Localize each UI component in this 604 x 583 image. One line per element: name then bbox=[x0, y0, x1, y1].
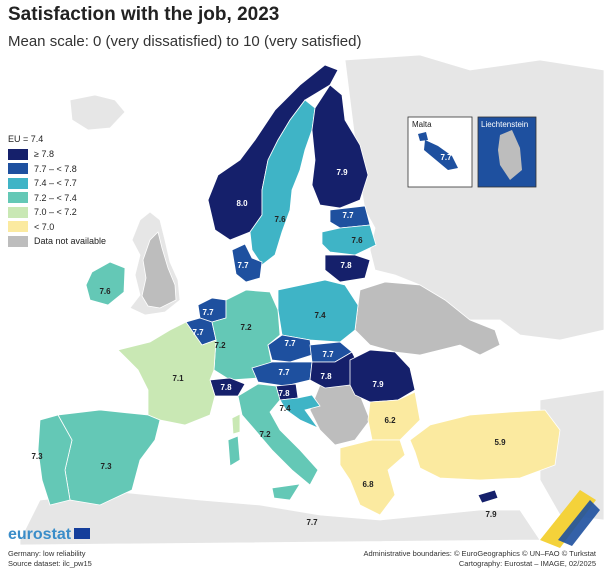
label-croatia: 7.4 bbox=[279, 404, 291, 413]
label-estonia: 7.7 bbox=[342, 211, 354, 220]
country-denmark bbox=[231, 243, 263, 283]
label-poland: 7.4 bbox=[314, 311, 326, 320]
eurostat-corner-logo bbox=[540, 490, 600, 548]
country-poland bbox=[277, 279, 359, 343]
legend-item: 7.0 – < 7.2 bbox=[8, 205, 106, 220]
legend-label: 7.4 – < 7.7 bbox=[34, 178, 77, 189]
legend-swatch bbox=[8, 163, 28, 175]
footer-notes: Germany: low reliability Source dataset:… bbox=[8, 549, 92, 569]
label-bulgaria: 6.2 bbox=[384, 416, 396, 425]
country-finland bbox=[311, 84, 369, 209]
country-bulgaria bbox=[367, 391, 421, 441]
label-turkey: 5.9 bbox=[494, 438, 506, 447]
country-romania bbox=[349, 349, 416, 403]
label-norway: 8.0 bbox=[236, 199, 248, 208]
label-malta-inset-value: 7.7 bbox=[440, 153, 452, 162]
country-greece bbox=[339, 439, 406, 516]
legend-label: Data not available bbox=[34, 236, 107, 247]
label-slovenia: 7.8 bbox=[278, 389, 290, 398]
eurostat-logo: eurostat bbox=[8, 526, 91, 544]
label-france: 7.1 bbox=[172, 374, 184, 383]
label-czechia: 7.7 bbox=[284, 339, 296, 348]
label-germany: 7.2 bbox=[240, 323, 252, 332]
label-netherlands: 7.7 bbox=[202, 308, 214, 317]
label-italy: 7.2 bbox=[259, 430, 271, 439]
legend-label: ≥ 7.8 bbox=[34, 149, 54, 160]
legend-swatch bbox=[8, 221, 28, 233]
legend-swatch bbox=[8, 206, 28, 218]
country-italy-sardinia bbox=[227, 435, 241, 467]
footer-cartography: Cartography: Eurostat – IMAGE, 02/2025 bbox=[458, 559, 596, 568]
label-romania: 7.9 bbox=[372, 380, 384, 389]
no-data-countries bbox=[141, 231, 501, 446]
label-malta-main: 7.7 bbox=[306, 518, 318, 527]
eu-flag-icon bbox=[74, 528, 91, 540]
country-portugal bbox=[37, 414, 73, 506]
label-slovakia: 7.7 bbox=[322, 350, 334, 359]
country-ireland bbox=[85, 261, 126, 306]
label-latvia: 7.6 bbox=[351, 236, 363, 245]
legend-item: 7.4 – < 7.7 bbox=[8, 176, 106, 191]
legend-label: < 7.0 bbox=[34, 221, 55, 232]
label-liechtenstein-inset: Liechtenstein bbox=[481, 120, 528, 129]
country-cyprus bbox=[477, 489, 499, 504]
country-lithuania bbox=[324, 254, 371, 283]
map-legend: EU = 7.4 ≥ 7.8 7.7 – < 7.8 7.4 – < 7.7 7… bbox=[8, 134, 106, 249]
country-turkey bbox=[409, 409, 561, 481]
country-france bbox=[117, 321, 217, 426]
country-spain bbox=[57, 409, 161, 506]
inset-malta bbox=[407, 116, 473, 188]
label-sweden: 7.6 bbox=[274, 215, 286, 224]
label-lithuania: 7.8 bbox=[340, 261, 352, 270]
legend-item: Data not available bbox=[8, 234, 106, 249]
legend-label: 7.7 – < 7.8 bbox=[34, 163, 77, 174]
legend-item: 7.2 – < 7.4 bbox=[8, 191, 106, 206]
label-hungary: 7.8 bbox=[320, 372, 332, 381]
legend-swatch bbox=[8, 177, 28, 189]
label-spain: 7.3 bbox=[100, 462, 112, 471]
label-cyprus: 7.9 bbox=[485, 510, 497, 519]
label-switzerland: 7.8 bbox=[220, 383, 232, 392]
label-belgium: 7.7 bbox=[192, 328, 204, 337]
label-austria: 7.7 bbox=[278, 368, 290, 377]
map-subtitle: Mean scale: 0 (very dissatisfied) to 10 … bbox=[8, 33, 362, 50]
label-greece: 6.8 bbox=[362, 480, 374, 489]
country-italy-sicily bbox=[271, 483, 301, 501]
legend-item: ≥ 7.8 bbox=[8, 147, 106, 162]
eurostat-logo-text: eurostat bbox=[8, 526, 72, 543]
footer-note-germany: Germany: low reliability bbox=[8, 549, 86, 558]
country-croatia bbox=[279, 394, 321, 429]
label-ireland: 7.6 bbox=[99, 287, 111, 296]
footer-credits: Administrative boundaries: © EuroGeograp… bbox=[363, 549, 596, 569]
legend-item: 7.7 – < 7.8 bbox=[8, 162, 106, 177]
label-malta-inset: Malta bbox=[412, 120, 432, 129]
legend-label: 7.2 – < 7.4 bbox=[34, 192, 77, 203]
legend-title: EU = 7.4 bbox=[8, 134, 44, 144]
map-title: Satisfaction with the job, 2023 bbox=[8, 4, 280, 25]
legend-swatch bbox=[8, 235, 28, 247]
legend-swatch bbox=[8, 148, 28, 160]
legend-swatch bbox=[8, 192, 28, 204]
label-luxembourg: 7.2 bbox=[214, 341, 226, 350]
legend-label: 7.0 – < 7.2 bbox=[34, 207, 77, 218]
label-finland: 7.9 bbox=[336, 168, 348, 177]
country-italy bbox=[237, 383, 319, 486]
country-latvia bbox=[321, 224, 377, 256]
label-denmark: 7.7 bbox=[237, 261, 249, 270]
legend-item: < 7.0 bbox=[8, 220, 106, 235]
country-france-corsica bbox=[231, 413, 241, 435]
label-portugal: 7.3 bbox=[31, 452, 43, 461]
footer-admin-boundaries: Administrative boundaries: © EuroGeograp… bbox=[363, 549, 596, 558]
footer-source: Source dataset: ilc_pw15 bbox=[8, 559, 92, 568]
inset-liechtenstein bbox=[477, 116, 537, 188]
